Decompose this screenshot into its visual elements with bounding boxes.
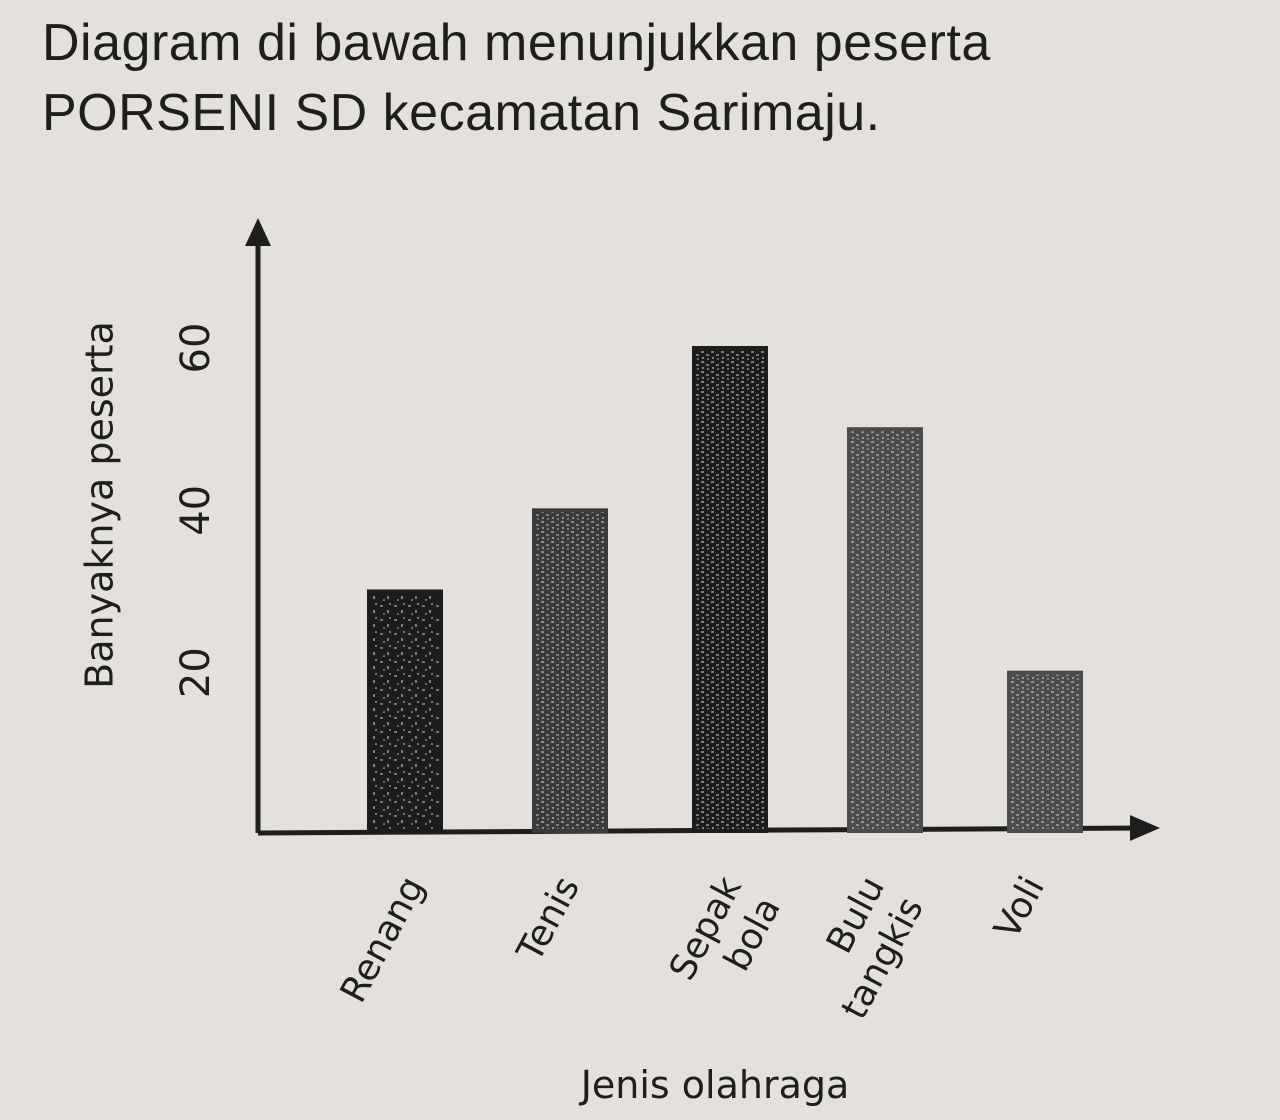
y-tick-label: 60 <box>173 323 219 374</box>
bar-texture <box>1011 674 1079 829</box>
bar-texture <box>851 431 919 829</box>
bar <box>847 427 923 833</box>
bar-texture <box>696 350 764 829</box>
question-line-1: Diagram di bawah menunjukkan peserta <box>42 14 991 72</box>
x-tick-label: Tenis <box>509 870 588 969</box>
bar <box>692 346 768 833</box>
bar <box>367 589 443 833</box>
y-axis-arrow <box>245 218 271 246</box>
question-text: Diagram di bawah menunjukkan peserta POR… <box>42 8 1262 148</box>
bar <box>1007 670 1083 833</box>
x-tick-label-line: Renang <box>333 870 433 1009</box>
x-tick-label-line: Tenis <box>509 870 588 969</box>
y-tick-label: 40 <box>173 485 219 536</box>
x-axis-arrow <box>1130 815 1160 841</box>
bar <box>532 508 608 833</box>
x-tick-label-line: Voli <box>987 870 1053 946</box>
bar-texture <box>371 593 439 829</box>
y-tick-label: 20 <box>173 647 219 698</box>
bar-texture <box>536 512 604 829</box>
question-line-2: PORSENI SD kecamatan Sarimaju. <box>42 84 881 142</box>
x-axis-label: Jenis olahraga <box>579 1063 850 1107</box>
x-tick-label: Renang <box>333 870 433 1009</box>
y-axis-label: Banyaknya peserta <box>78 321 122 689</box>
x-tick-label: Voli <box>987 870 1053 946</box>
